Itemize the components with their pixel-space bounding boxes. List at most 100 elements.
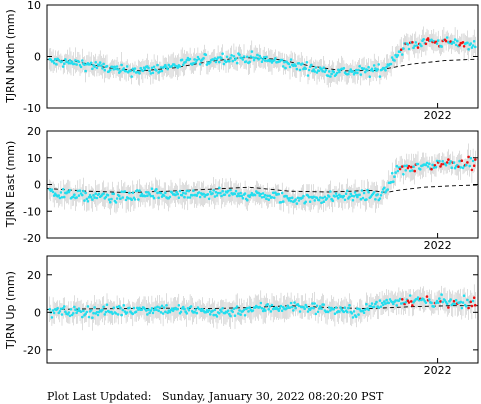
data-point: [279, 201, 283, 204]
data-point: [412, 165, 415, 168]
data-point: [324, 68, 328, 72]
data-point: [412, 46, 415, 50]
data-point: [453, 38, 457, 41]
recent-data-point: [470, 168, 474, 172]
data-point: [402, 173, 405, 176]
data-point: [267, 198, 271, 201]
data-point: [195, 194, 199, 197]
data-point: [101, 67, 104, 70]
data-point: [103, 313, 106, 316]
data-point: [220, 310, 223, 313]
data-point: [304, 67, 308, 70]
data-point: [462, 294, 466, 298]
data-point: [59, 191, 63, 194]
data-point: [403, 164, 406, 168]
data-point: [399, 302, 403, 305]
data-point: [119, 306, 122, 310]
data-point: [380, 191, 384, 194]
data-point: [125, 65, 129, 68]
data-point: [197, 57, 201, 61]
data-point: [241, 58, 245, 61]
data-point: [151, 71, 155, 75]
data-point: [279, 304, 283, 308]
data-point: [452, 161, 456, 164]
data-point: [131, 312, 135, 316]
data-point: [385, 298, 388, 302]
data-point: [283, 60, 286, 64]
data-point: [133, 198, 137, 201]
recent-data-point: [398, 167, 402, 171]
data-point: [73, 305, 76, 309]
data-point: [86, 200, 90, 203]
data-point: [170, 307, 174, 310]
data-point: [193, 310, 196, 314]
data-point: [428, 162, 431, 165]
data-point: [374, 198, 377, 201]
recent-data-point: [413, 169, 417, 173]
data-point: [220, 57, 223, 60]
data-point: [404, 169, 408, 172]
data-point: [246, 55, 249, 59]
data-point: [87, 195, 91, 199]
data-point: [294, 306, 297, 310]
data-point: [394, 171, 397, 174]
data-point: [356, 71, 359, 75]
data-point: [248, 306, 251, 309]
data-point: [390, 56, 394, 59]
data-point: [104, 310, 108, 314]
data-point: [349, 68, 353, 71]
data-point: [150, 307, 154, 310]
data-point: [229, 188, 232, 192]
data-point: [149, 309, 153, 312]
data-point: [155, 308, 158, 312]
data-point: [398, 297, 402, 301]
data-point: [79, 310, 83, 314]
data-point: [115, 65, 119, 68]
data-point: [122, 67, 126, 70]
data-point: [332, 307, 336, 311]
data-point: [81, 315, 84, 319]
y-tick-label: 20: [27, 269, 41, 282]
data-point: [248, 60, 251, 64]
data-point: [273, 196, 276, 200]
recent-data-point: [440, 163, 443, 166]
recent-data-point: [474, 303, 477, 307]
data-point: [234, 189, 238, 193]
data-point: [259, 192, 263, 196]
data-point: [438, 159, 441, 163]
data-point: [52, 194, 56, 197]
data-point: [397, 299, 401, 303]
data-point: [334, 306, 338, 309]
data-point: [371, 69, 375, 73]
data-point: [432, 305, 436, 308]
data-point: [314, 66, 318, 69]
data-point: [56, 307, 59, 310]
data-point: [176, 192, 179, 196]
data-point: [132, 69, 136, 73]
data-point: [216, 191, 220, 195]
data-point: [454, 43, 458, 47]
data-point: [308, 200, 312, 203]
data-point: [252, 58, 256, 62]
x-tick-label: 2022: [424, 364, 452, 377]
data-point: [83, 199, 86, 202]
data-point: [232, 307, 236, 311]
data-point: [454, 298, 458, 302]
data-point: [204, 310, 208, 314]
data-point: [335, 71, 339, 75]
data-point: [58, 196, 62, 200]
data-point: [51, 59, 55, 63]
data-point: [238, 53, 241, 57]
data-point: [424, 163, 428, 167]
recent-data-point: [449, 40, 452, 43]
data-point: [307, 68, 311, 72]
data-point: [471, 159, 475, 163]
data-point: [270, 196, 274, 199]
data-point: [68, 314, 72, 318]
data-point: [377, 306, 381, 309]
data-point: [426, 165, 430, 168]
data-point: [54, 57, 57, 61]
data-point: [209, 60, 212, 64]
data-point: [264, 309, 267, 312]
data-point: [164, 191, 167, 194]
